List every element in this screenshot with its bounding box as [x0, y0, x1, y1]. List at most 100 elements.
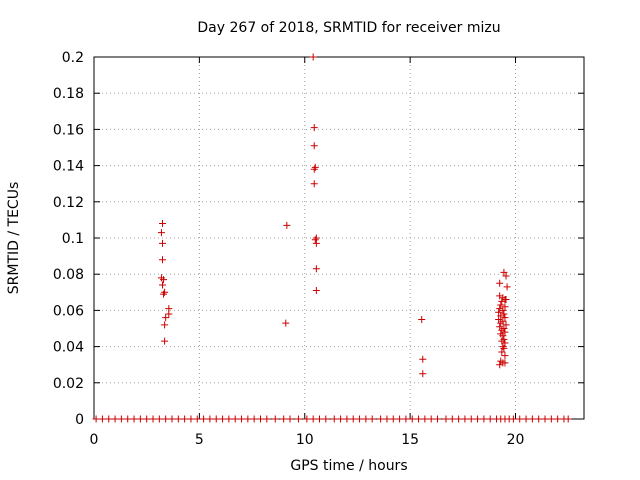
data-point — [294, 415, 302, 423]
data-point — [502, 272, 510, 280]
data-point — [312, 239, 320, 247]
data-point — [193, 415, 201, 423]
data-point — [496, 292, 504, 300]
data-point — [225, 415, 233, 423]
data-point — [160, 290, 168, 298]
data-point — [161, 337, 169, 345]
data-point — [467, 415, 475, 423]
data-point — [256, 415, 264, 423]
data-point — [564, 415, 572, 423]
data-point — [547, 415, 555, 423]
data-point — [157, 229, 165, 237]
data-point — [117, 415, 125, 423]
data-point — [499, 343, 507, 351]
data-point — [161, 288, 169, 296]
data-point — [200, 415, 208, 423]
y-tick-label: 0.04 — [53, 340, 84, 356]
x-tick-label: 15 — [401, 432, 419, 448]
data-point — [181, 415, 189, 423]
y-tick-label: 0.1 — [62, 231, 84, 247]
data-point — [312, 265, 320, 273]
data-point — [330, 415, 338, 423]
y-tick-label: 0.12 — [53, 195, 84, 211]
data-point — [528, 415, 536, 423]
data-point — [130, 415, 138, 423]
data-point — [136, 415, 144, 423]
grid-lines — [94, 57, 584, 419]
data-point — [499, 306, 507, 314]
data-point — [408, 415, 416, 423]
data-point — [337, 415, 345, 423]
data-point — [312, 286, 320, 294]
data-point — [496, 323, 504, 331]
data-point — [442, 415, 450, 423]
x-tick-labels: 0 5 10 15 20 — [90, 432, 525, 448]
y-tick-label: 0 — [75, 412, 84, 428]
data-point — [501, 359, 509, 367]
data-point — [362, 415, 370, 423]
data-point — [419, 370, 427, 378]
data-point — [174, 415, 182, 423]
data-point — [419, 355, 427, 363]
data-point — [244, 415, 252, 423]
data-point — [310, 124, 318, 132]
data-point — [501, 314, 509, 322]
y-tick-label: 0.18 — [53, 86, 84, 102]
data-point — [149, 415, 157, 423]
y-tick-label: 0.14 — [53, 159, 84, 175]
data-point — [497, 319, 505, 327]
data-point — [349, 415, 357, 423]
data-point — [500, 344, 508, 352]
data-point — [499, 332, 507, 340]
data-point — [502, 321, 510, 329]
x-axis-label: GPS time / hours — [290, 458, 407, 474]
data-point — [500, 268, 508, 276]
data-point — [461, 415, 469, 423]
data-point — [155, 415, 163, 423]
data-point — [238, 415, 246, 423]
data-point — [495, 315, 503, 323]
data-point — [522, 415, 530, 423]
data-point — [309, 415, 317, 423]
data-point — [501, 328, 509, 336]
data-point — [377, 415, 385, 423]
data-point — [480, 415, 488, 423]
data-point — [165, 310, 173, 318]
x-tick-label: 0 — [90, 432, 99, 448]
data-point — [206, 415, 214, 423]
data-point — [158, 220, 166, 228]
data-point — [541, 415, 549, 423]
data-point — [158, 256, 166, 264]
data-point — [496, 279, 504, 287]
data-point — [503, 283, 511, 291]
data-point — [161, 321, 169, 329]
data-point — [497, 312, 505, 320]
data-point — [316, 415, 324, 423]
data-point — [389, 415, 397, 423]
data-point — [501, 352, 509, 360]
data-point — [162, 415, 170, 423]
y-tick-label: 0.08 — [53, 267, 84, 283]
chart-title: Day 267 of 2018, SRMTID for receiver miz… — [197, 20, 500, 36]
data-point — [501, 303, 509, 311]
data-point — [496, 361, 504, 369]
data-point — [509, 415, 517, 423]
data-point — [500, 310, 508, 318]
data-point — [343, 415, 351, 423]
data-point — [516, 415, 524, 423]
data-point — [124, 415, 132, 423]
y-tick-labels: 0 0.02 0.04 0.06 0.08 0.1 0.12 0.14 0.16 0.18 0.2 — [53, 50, 84, 428]
data-point — [309, 53, 317, 61]
data-point — [162, 314, 170, 322]
data-point — [383, 415, 391, 423]
y-tick-label: 0.2 — [62, 50, 84, 66]
data-point — [396, 415, 404, 423]
data-point — [498, 348, 506, 356]
y-axis-label: SRMTID / TECUs — [6, 182, 22, 295]
data-point — [427, 415, 435, 423]
data-point — [92, 415, 100, 423]
data-point — [105, 415, 113, 423]
y-tick-label: 0.16 — [53, 122, 84, 138]
data-point — [168, 415, 176, 423]
data-point — [421, 415, 429, 423]
